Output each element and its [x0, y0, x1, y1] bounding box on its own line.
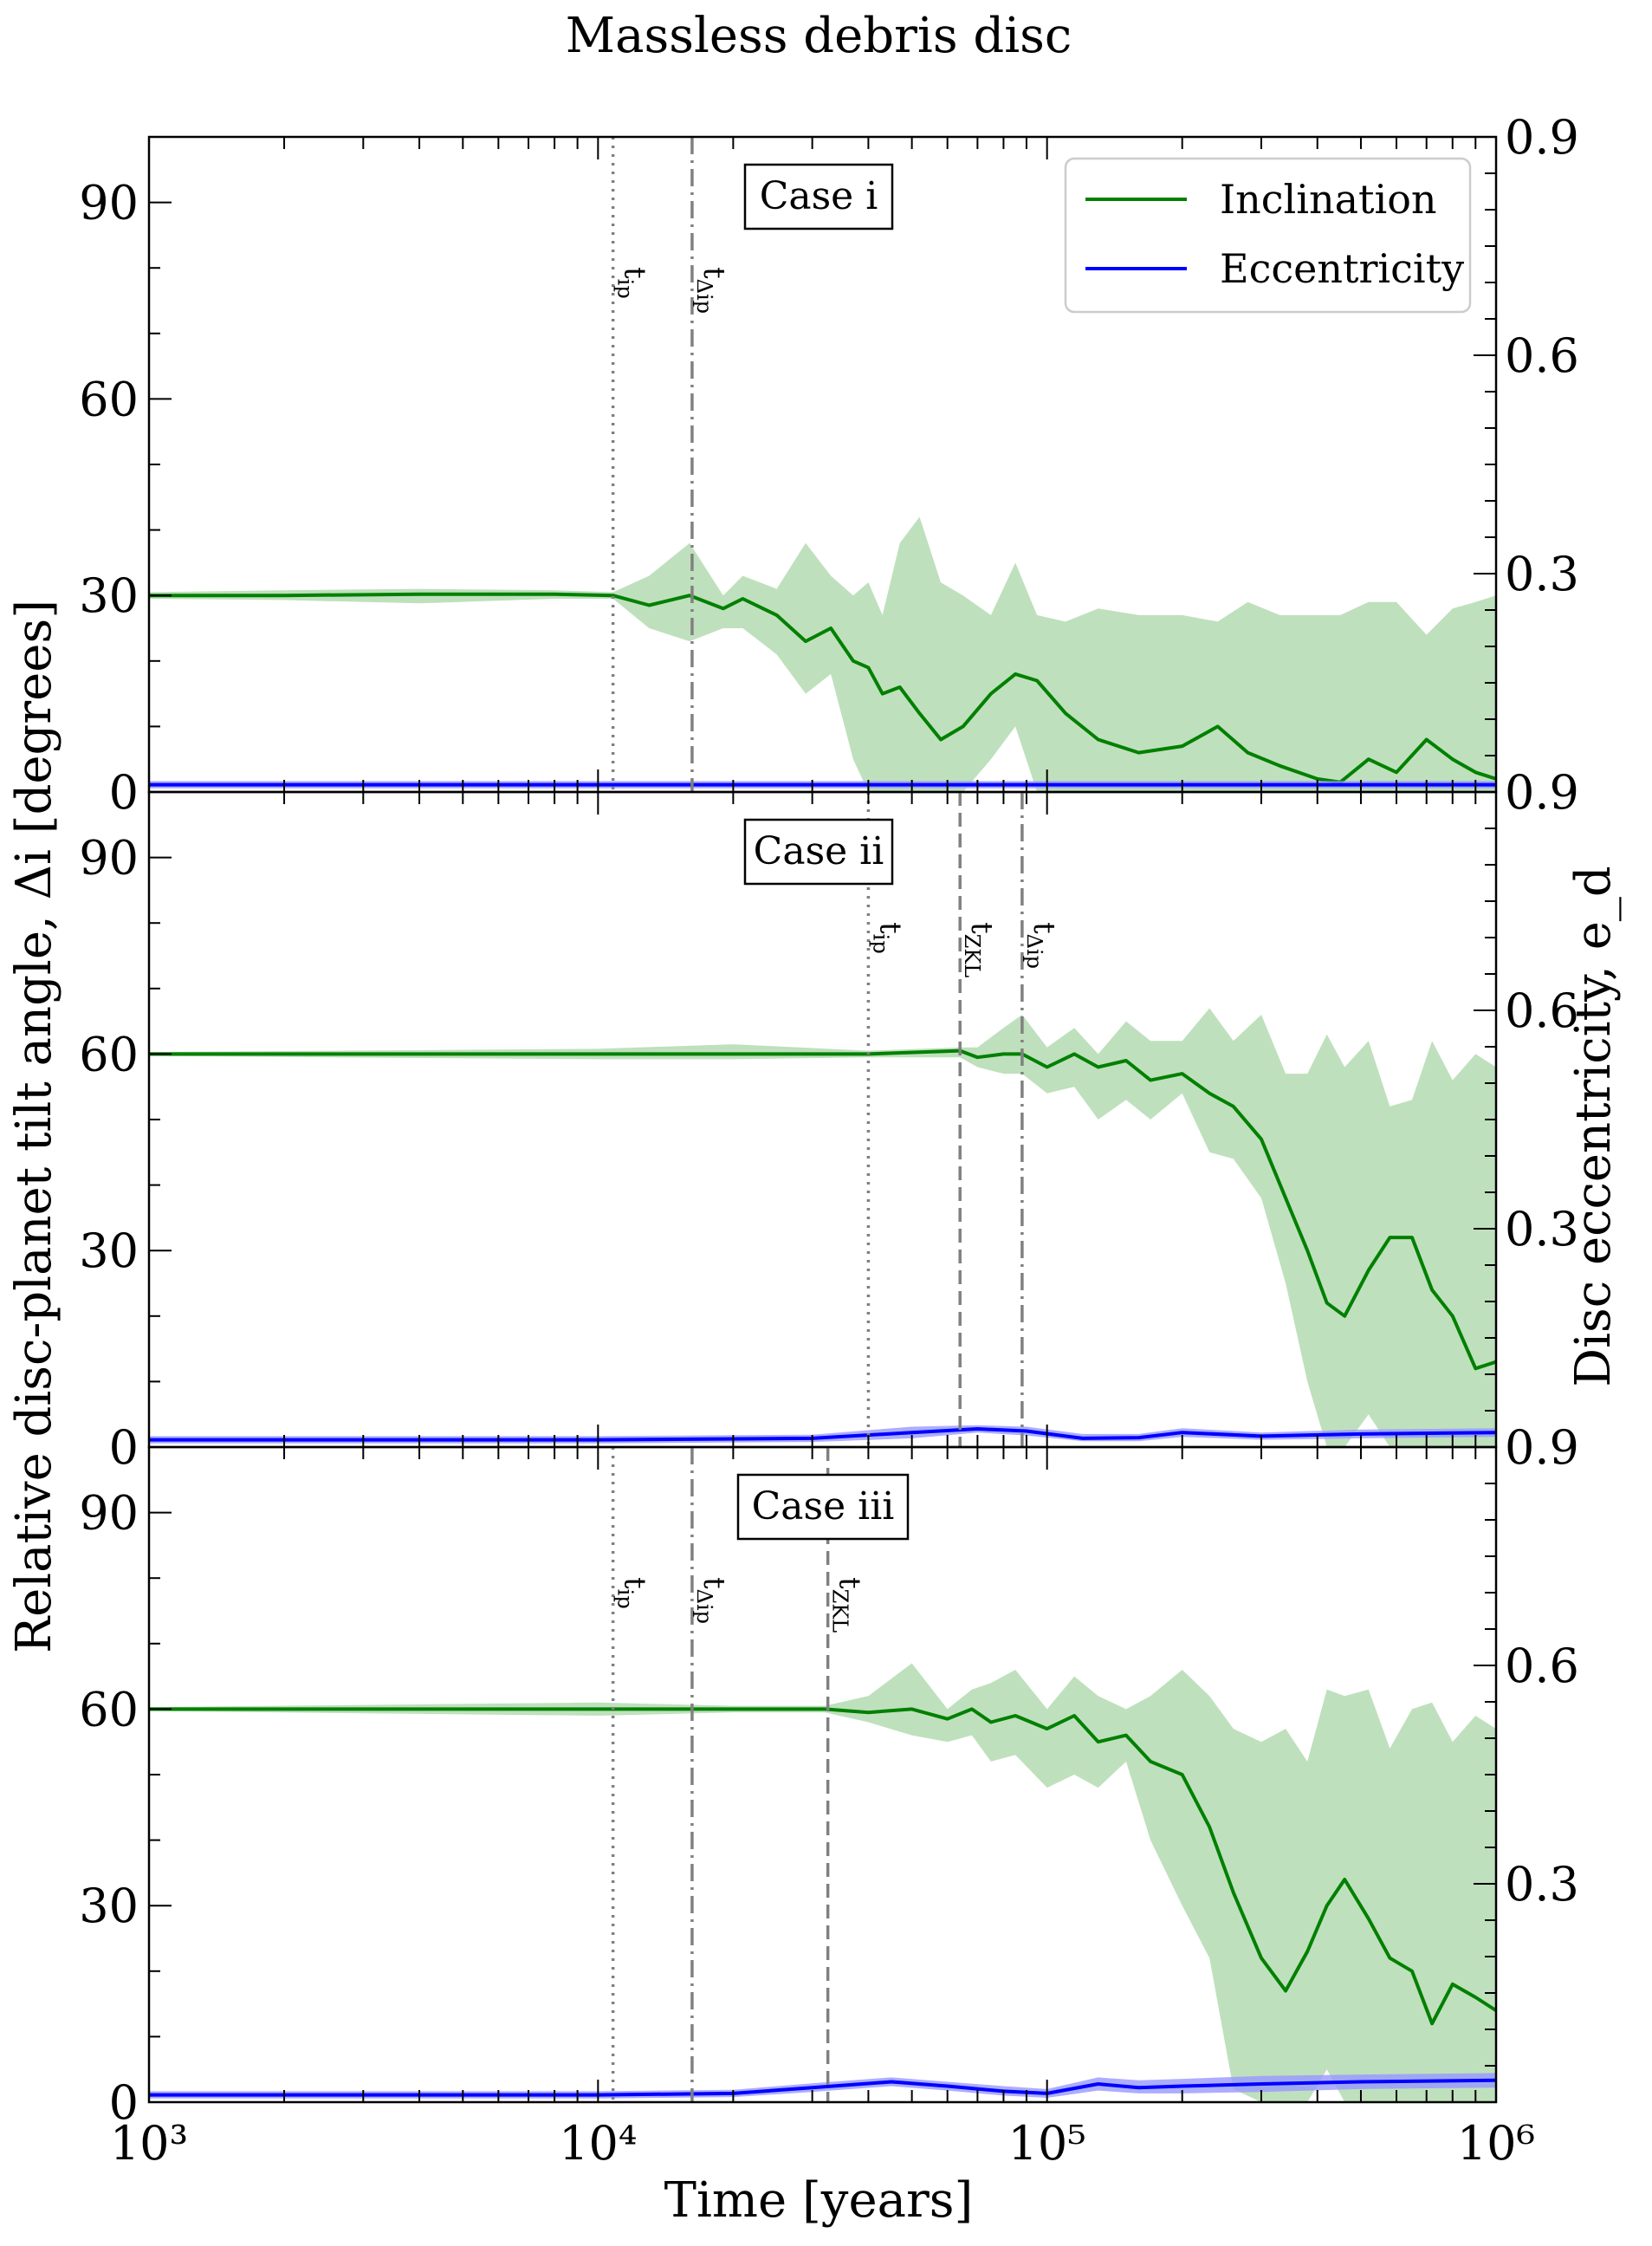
inclination-band — [149, 516, 1496, 792]
vline-label: tip — [613, 267, 652, 299]
vline-label: tΔip — [692, 1577, 731, 1624]
vline-label: tΔip — [692, 267, 731, 314]
inclination-band — [149, 1663, 1496, 2102]
vline-label: tip — [868, 922, 907, 954]
vline-label: tZKL — [828, 1577, 867, 1633]
legend: Inclination Eccentricity — [1064, 157, 1472, 314]
case-label: Case ii — [754, 829, 884, 873]
y-tick-label-right: 0.9 — [1505, 765, 1579, 820]
inclination-line — [149, 1048, 1496, 1371]
plot-area — [149, 1008, 1496, 1447]
x-tick-label: 10⁶ — [1457, 2116, 1535, 2171]
y-tick-label: 90 — [79, 176, 139, 230]
y-tick-label: 90 — [79, 1486, 139, 1541]
y-tick-label: 30 — [79, 1224, 139, 1278]
inclination-line — [149, 1707, 1496, 2026]
left-axis-title: Relative disc-planet tilt angle, Δi [deg… — [6, 600, 62, 1653]
panel-3: tip tΔip tZKL 0 30 60 90 0.3 0.6 0.9 Case iii — [79, 1420, 1579, 2130]
figure-title: Massless debris disc — [566, 8, 1072, 64]
y-tick-label-right: 0.3 — [1505, 547, 1579, 601]
plot-area — [149, 1663, 1496, 2102]
vline-label: tΔip — [1022, 922, 1061, 969]
y-tick-label-right: 0.3 — [1505, 1202, 1579, 1256]
y-tick-label-right: 0.9 — [1505, 110, 1579, 165]
case-label: Case i — [760, 174, 878, 218]
y-tick-label-right: 0.9 — [1505, 1420, 1579, 1475]
x-tick-label: 10⁵ — [1007, 2116, 1085, 2171]
y-tick-label-right: 0.6 — [1505, 1639, 1579, 1693]
x-tick-label: 10³ — [110, 2116, 188, 2171]
vline-label: tip — [613, 1577, 652, 1609]
y-tick-label-right: 0.6 — [1505, 328, 1579, 383]
case-label-box — [743, 818, 894, 886]
legend-label: Inclination — [1220, 176, 1437, 223]
y-tick-label: 60 — [79, 372, 139, 426]
case-label-box — [743, 163, 894, 230]
y-tick-label-right: 0.6 — [1505, 983, 1579, 1038]
vline-label: tZKL — [960, 922, 999, 977]
plot-area — [149, 516, 1496, 792]
y-tick-label-right: 0.3 — [1505, 1857, 1579, 1912]
case-label: Case iii — [752, 1484, 895, 1529]
y-tick-label: 60 — [79, 1027, 139, 1081]
panel-1: tip tΔip 0 30 60 90 0.3 0.6 0.9 Case i Inclination… — [79, 110, 1579, 820]
y-tick-label: 30 — [79, 1879, 139, 1933]
panel-2: tip tZKL tΔip 0 30 60 90 0.3 0.6 0.9 Case ii — [79, 765, 1579, 1475]
eccentricity-line — [149, 2078, 1496, 2097]
legend-label: Eccentricity — [1220, 245, 1464, 292]
case-label-box — [736, 1473, 910, 1541]
y-tick-label: 0 — [109, 1420, 139, 1475]
y-tick-label: 30 — [79, 568, 139, 623]
x-axis-title: Time [years] — [664, 2172, 974, 2229]
y-tick-label: 0 — [109, 2075, 139, 2130]
y-tick-label: 0 — [109, 765, 139, 820]
eccentricity-line — [149, 1427, 1496, 1442]
inclination-band — [149, 1008, 1496, 1447]
right-axis-title: Disc eccentricity, e_d — [1565, 866, 1622, 1387]
panels-group: tip tΔip 0 30 60 90 0.3 0.6 0.9 Case i Inclination… — [79, 110, 1579, 2171]
y-tick-label: 60 — [79, 1682, 139, 1736]
y-tick-label: 90 — [79, 831, 139, 886]
x-tick-label: 10⁴ — [559, 2116, 637, 2171]
